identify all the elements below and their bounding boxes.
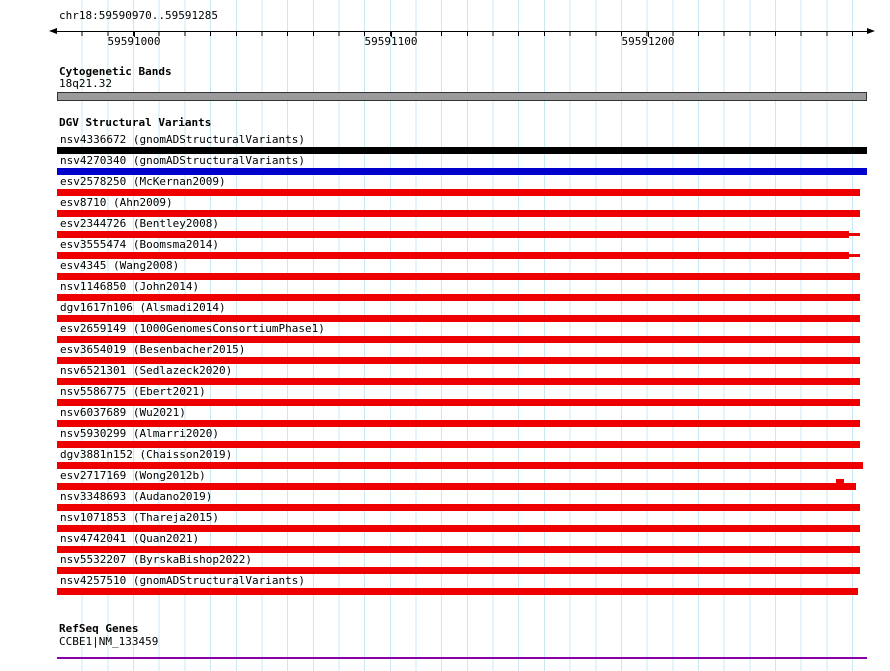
cytobands-track-title: Cytogenetic Bands <box>59 65 172 78</box>
dgv-track-title: DGV Structural Variants <box>59 116 212 129</box>
variant-label: nsv6037689 (Wu2021) <box>60 406 186 419</box>
variant-bar[interactable] <box>57 504 860 511</box>
variant-bar[interactable] <box>57 147 867 154</box>
gridlines <box>57 0 867 671</box>
variant-bar[interactable] <box>57 315 860 322</box>
variant-row[interactable]: dgv3881n152 (Chaisson2019) <box>57 449 867 470</box>
variant-bar[interactable] <box>57 462 863 469</box>
ruler-major-tick <box>391 31 392 37</box>
variant-bar[interactable] <box>57 399 860 406</box>
variant-bar[interactable] <box>57 294 860 301</box>
refseq-gene-line[interactable] <box>57 657 867 659</box>
variant-row[interactable]: nsv4270340 (gnomADStructuralVariants) <box>57 155 867 176</box>
variant-bar[interactable] <box>57 336 860 343</box>
variant-label: esv8710 (Ahn2009) <box>60 196 173 209</box>
variant-row[interactable]: esv8710 (Ahn2009) <box>57 197 867 218</box>
variant-label: nsv4336672 (gnomADStructuralVariants) <box>60 133 306 146</box>
ruler-ticks[interactable]: 59591000 59591100 59591200 <box>57 31 867 49</box>
variant-label: nsv3348693 (Audano2019) <box>60 490 213 503</box>
cytoband-bar[interactable] <box>57 92 867 101</box>
variant-row[interactable]: nsv5586775 (Ebert2021) <box>57 386 867 407</box>
variant-label: nsv1071853 (Thareja2015) <box>60 511 219 524</box>
variant-label: esv2659149 (1000GenomesConsortiumPhase1) <box>60 322 325 335</box>
variant-row[interactable]: nsv5930299 (Almarri2020) <box>57 428 867 449</box>
variant-row[interactable]: esv3654019 (Besenbacher2015) <box>57 344 867 365</box>
variant-label: nsv5532207 (ByrskaBishop2022) <box>60 553 253 566</box>
ruler-tick-label: 59591100 <box>364 35 418 48</box>
variant-row[interactable]: nsv6037689 (Wu2021) <box>57 407 867 428</box>
variant-bar[interactable] <box>57 420 860 427</box>
variant-bar[interactable] <box>57 525 860 532</box>
variant-bar[interactable] <box>57 378 860 385</box>
variant-bar[interactable] <box>57 252 849 259</box>
refseq-gene-label: CCBE1|NM_133459 <box>59 635 159 648</box>
variant-label: nsv4270340 (gnomADStructuralVariants) <box>60 154 306 167</box>
variant-label: dgv3881n152 (Chaisson2019) <box>60 448 233 461</box>
variant-label: nsv4742041 (Quan2021) <box>60 532 200 545</box>
ruler-minor-ticks <box>57 32 867 36</box>
ruler-left-arrow-icon[interactable] <box>49 28 57 34</box>
variant-label: esv3555474 (Boomsma2014) <box>60 238 219 251</box>
ruler-line[interactable] <box>57 31 867 32</box>
ruler-tick-label: 59591200 <box>621 35 675 48</box>
refseq-track-title: RefSeq Genes <box>59 622 139 635</box>
variant-bar[interactable] <box>57 357 860 364</box>
variant-bar[interactable] <box>57 546 860 553</box>
variant-label: esv2717169 (Wong2012b) <box>60 469 206 482</box>
variant-bar[interactable] <box>57 168 867 175</box>
variant-notch[interactable] <box>836 479 844 487</box>
variant-label: nsv5930299 (Almarri2020) <box>60 427 219 440</box>
variant-label: nsv4257510 (gnomADStructuralVariants) <box>60 574 306 587</box>
ruler-major-tick <box>134 31 135 37</box>
variant-bar[interactable] <box>57 210 860 217</box>
variant-row[interactable]: esv4345 (Wang2008) <box>57 260 867 281</box>
variant-label: nsv6521301 (Sedlazeck2020) <box>60 364 233 377</box>
variant-row[interactable]: nsv6521301 (Sedlazeck2020) <box>57 365 867 386</box>
variant-row[interactable]: nsv1146850 (John2014) <box>57 281 867 302</box>
variant-row[interactable]: dgv1617n106 (Alsmadi2014) <box>57 302 867 323</box>
variant-bar[interactable] <box>57 567 860 574</box>
variant-bar[interactable] <box>57 588 858 595</box>
variant-row[interactable]: nsv4336672 (gnomADStructuralVariants) <box>57 134 867 155</box>
variant-bar[interactable] <box>57 483 856 490</box>
variant-label: nsv1146850 (John2014) <box>60 280 200 293</box>
variant-bar[interactable] <box>57 273 860 280</box>
variant-row[interactable]: nsv1071853 (Thareja2015) <box>57 512 867 533</box>
dgv-variant-rows: nsv4336672 (gnomADStructuralVariants) ns… <box>57 134 867 596</box>
variant-bar[interactable] <box>57 189 860 196</box>
variant-row[interactable]: nsv4742041 (Quan2021) <box>57 533 867 554</box>
variant-label: nsv5586775 (Ebert2021) <box>60 385 206 398</box>
variant-label: esv3654019 (Besenbacher2015) <box>60 343 246 356</box>
ruler-right-arrow-icon[interactable] <box>867 28 875 34</box>
variant-row[interactable]: esv2578250 (McKernan2009) <box>57 176 867 197</box>
variant-row[interactable]: nsv5532207 (ByrskaBishop2022) <box>57 554 867 575</box>
variant-label: esv2344726 (Bentley2008) <box>60 217 219 230</box>
variant-row[interactable]: nsv4257510 (gnomADStructuralVariants) <box>57 575 867 596</box>
variant-row[interactable]: esv2659149 (1000GenomesConsortiumPhase1) <box>57 323 867 344</box>
variant-bar[interactable] <box>57 441 860 448</box>
ruler-major-tick <box>648 31 649 37</box>
variant-label: esv2578250 (McKernan2009) <box>60 175 226 188</box>
variant-label: dgv1617n106 (Alsmadi2014) <box>60 301 226 314</box>
variant-row[interactable]: nsv3348693 (Audano2019) <box>57 491 867 512</box>
variant-row[interactable]: esv2717169 (Wong2012b) <box>57 470 867 491</box>
variant-row[interactable]: esv3555474 (Boomsma2014) <box>57 239 867 260</box>
variant-label: esv4345 (Wang2008) <box>60 259 180 272</box>
variant-bar[interactable] <box>57 231 849 238</box>
position-label: chr18:59590970..59591285 <box>59 9 218 22</box>
variant-bar-tail[interactable] <box>849 233 860 236</box>
cytoband-label: 18q21.32 <box>59 77 112 90</box>
ruler-tick-label: 59591000 <box>107 35 161 48</box>
variant-bar-tail[interactable] <box>849 254 860 257</box>
variant-row[interactable]: esv2344726 (Bentley2008) <box>57 218 867 239</box>
